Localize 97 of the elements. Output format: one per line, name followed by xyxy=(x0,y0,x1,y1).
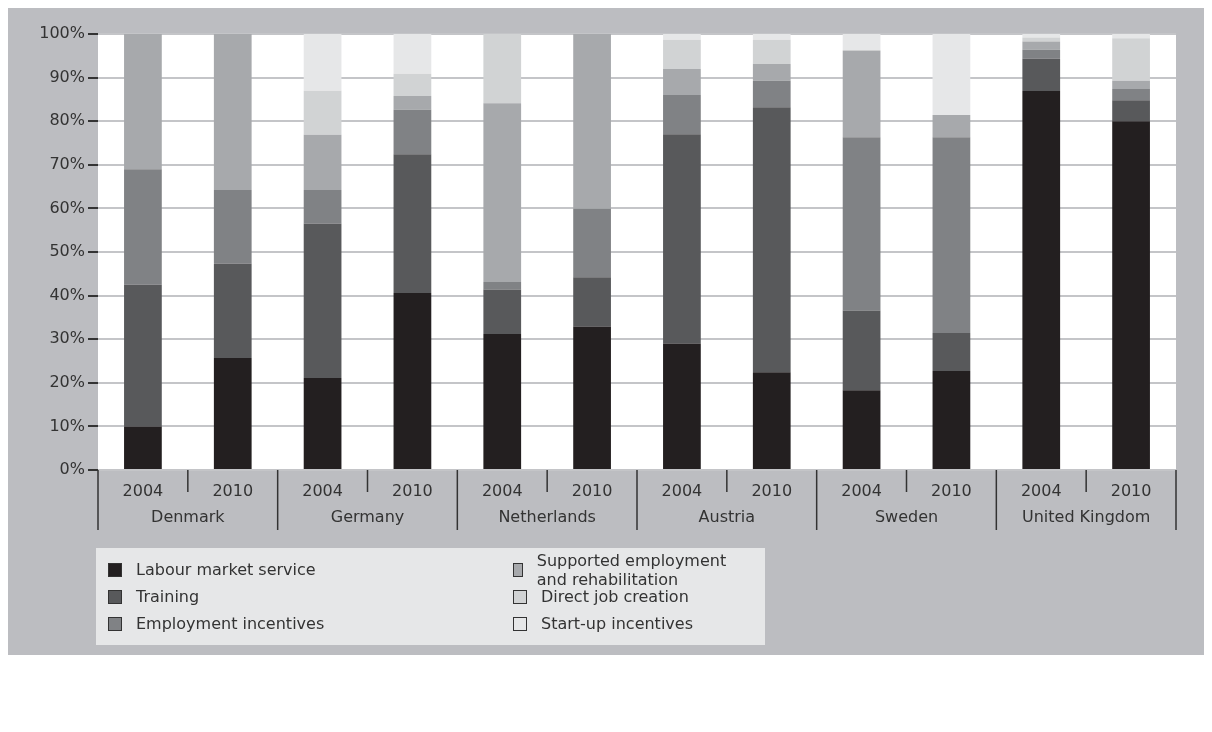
bar xyxy=(1022,91,1061,469)
x-tick-label: 2004 xyxy=(481,480,523,500)
text: Netherlands xyxy=(498,507,596,527)
bar xyxy=(752,64,791,81)
bar xyxy=(842,34,881,51)
bar xyxy=(932,34,971,116)
bar xyxy=(663,343,701,469)
bar xyxy=(573,277,611,327)
bar xyxy=(303,190,342,224)
legend-label: Supported employment and rehabilitation xyxy=(536,550,728,589)
bar xyxy=(483,289,522,334)
bar xyxy=(483,282,522,290)
y-tick-label: 40% xyxy=(49,284,85,304)
bar xyxy=(1112,38,1150,81)
bar xyxy=(303,378,342,469)
bar xyxy=(393,292,432,469)
bar xyxy=(1112,88,1150,101)
text: Germany xyxy=(330,507,405,527)
bar xyxy=(573,326,611,469)
x-tick-label: 2004 xyxy=(302,480,343,500)
x-tick-label: 2004 xyxy=(1020,480,1062,500)
bar xyxy=(573,34,611,209)
x-tick-label: 2004 xyxy=(122,480,164,500)
bar xyxy=(1112,121,1150,469)
x-tick-label: 2004 xyxy=(661,480,703,500)
bar xyxy=(1022,37,1061,42)
x-tick-label: 2010 xyxy=(1110,480,1152,500)
bar xyxy=(483,333,522,469)
y-tick-label: 20% xyxy=(49,371,85,391)
y-tick-label: 80% xyxy=(49,110,85,130)
bar xyxy=(663,95,701,135)
bar xyxy=(752,34,791,40)
text: United Kingdom xyxy=(1021,507,1151,527)
bar xyxy=(1112,100,1150,122)
bar xyxy=(393,109,432,155)
bar xyxy=(1112,80,1150,89)
legend-label: Employment incentives xyxy=(136,614,325,633)
bar xyxy=(124,34,162,170)
bar xyxy=(752,39,791,65)
bar xyxy=(124,426,162,469)
bar xyxy=(213,263,252,358)
bar xyxy=(663,68,701,96)
x-tick-label: 2004 xyxy=(841,480,882,500)
y-tick-label: 60% xyxy=(49,197,85,217)
x-tick-label: 2010 xyxy=(751,480,793,500)
bar xyxy=(393,34,432,74)
bar xyxy=(213,34,252,191)
y-tick-label: 70% xyxy=(49,153,85,173)
bar xyxy=(1112,34,1150,39)
bar xyxy=(752,107,791,373)
bar xyxy=(842,390,881,469)
text: Denmark xyxy=(151,507,226,527)
bar xyxy=(932,115,971,138)
y-tick-label: 30% xyxy=(49,328,85,348)
bar xyxy=(213,357,252,469)
legend-label: Training xyxy=(136,587,200,606)
bar xyxy=(1022,49,1061,59)
bar xyxy=(752,80,791,108)
bar xyxy=(303,223,342,378)
bar xyxy=(932,371,971,469)
bar xyxy=(483,34,522,104)
bar xyxy=(663,39,701,69)
legend-label: Start-up incentives xyxy=(541,614,693,633)
bar xyxy=(932,333,971,372)
bar xyxy=(842,310,881,391)
y-tick-label: 100% xyxy=(39,23,85,43)
bar xyxy=(842,50,881,138)
bar xyxy=(483,103,522,283)
bar xyxy=(752,372,791,469)
bar xyxy=(393,95,432,110)
bar xyxy=(393,154,432,293)
bar xyxy=(124,284,162,427)
legend-label: Direct job creation xyxy=(541,587,689,606)
text: Sweden xyxy=(874,507,939,527)
y-tick-label: 10% xyxy=(49,415,85,435)
bar xyxy=(932,137,971,334)
bar xyxy=(303,34,342,91)
bar xyxy=(303,134,342,191)
text: Austria xyxy=(698,507,756,527)
bar xyxy=(663,34,701,40)
y-tick-label: 50% xyxy=(49,241,85,261)
bar xyxy=(303,90,342,135)
bar xyxy=(393,73,432,96)
x-tick-label: 2010 xyxy=(931,480,972,500)
bar xyxy=(842,137,881,311)
bar xyxy=(1022,58,1061,92)
bar xyxy=(573,208,611,278)
bar xyxy=(663,134,701,344)
x-tick-label: 2010 xyxy=(212,480,254,500)
legend-label: Labour market service xyxy=(136,560,316,579)
bar xyxy=(213,190,252,264)
x-tick-label: 2010 xyxy=(571,480,613,500)
y-tick-label: 90% xyxy=(49,66,85,86)
bar xyxy=(124,169,162,285)
y-tick-label: 0% xyxy=(59,459,85,479)
x-tick-label: 2010 xyxy=(392,480,433,500)
bar xyxy=(1022,41,1061,50)
